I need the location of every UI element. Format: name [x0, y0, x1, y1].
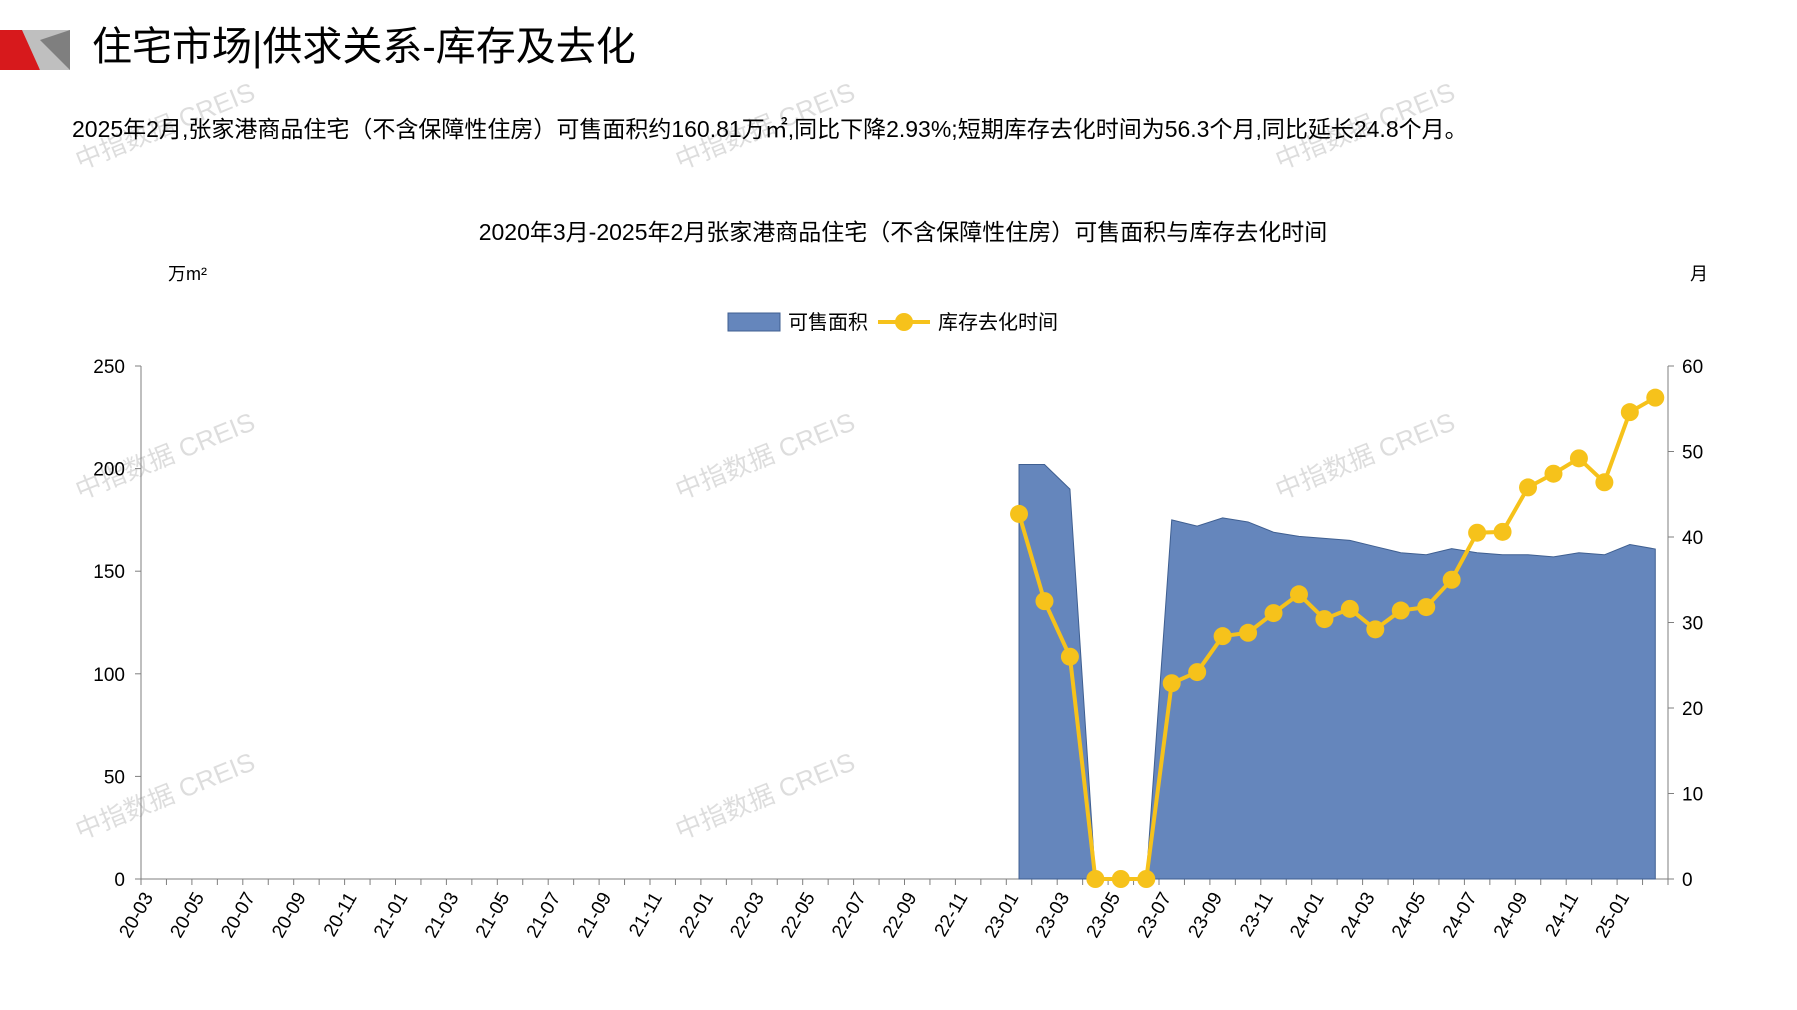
x-tick-label: 23-09 — [1184, 889, 1226, 942]
y2-tick-label: 10 — [1682, 785, 1703, 806]
chart-title: 2020年3月-2025年2月张家港商品住宅（不含保障性住房）可售面积与库存去化… — [479, 219, 1328, 245]
point — [1239, 623, 1258, 642]
page-title: 住宅市场|供求关系-库存及去化 — [92, 25, 636, 69]
y-tick-label: 200 — [93, 460, 125, 481]
x-tick-label: 22-09 — [879, 889, 921, 942]
x-tick-label: 21-03 — [421, 889, 463, 942]
summary: 2025年2月,张家港商品住宅（不含保障性住房）可售面积约160.81万㎡,同比… — [72, 116, 1468, 142]
point — [1391, 601, 1410, 620]
x-tick-label: 23-05 — [1083, 889, 1125, 942]
x-tick-label: 24-05 — [1388, 889, 1430, 942]
y2-tick-label: 40 — [1682, 528, 1703, 549]
x-tick-label: 22-01 — [675, 889, 717, 942]
point — [1035, 592, 1054, 611]
x-tick-label: 21-09 — [574, 889, 616, 942]
y-unit: 万m² — [168, 264, 207, 284]
x-tick-label: 21-01 — [370, 889, 412, 942]
y-tick-label: 100 — [93, 665, 125, 686]
y2-tick-label: 50 — [1682, 443, 1703, 464]
x-tick-label: 22-07 — [828, 889, 870, 942]
point — [1111, 870, 1130, 888]
x-tick-label: 24-09 — [1490, 889, 1532, 942]
x-tick-label: 24-11 — [1541, 889, 1583, 940]
point — [1493, 522, 1512, 541]
point — [1213, 627, 1232, 646]
x-tick-label: 24-07 — [1439, 889, 1481, 942]
area — [1018, 463, 1656, 880]
y-tick-label: 50 — [104, 767, 125, 788]
y-tick-label: 250 — [93, 357, 125, 378]
y-tick-label: 150 — [93, 562, 125, 583]
watermark: 中指数据 CREIS — [671, 406, 859, 505]
point — [1315, 610, 1334, 629]
watermark: 中指数据 CREIS — [671, 746, 859, 845]
legend-label: 库存去化时间 — [938, 311, 1058, 334]
point — [1468, 523, 1487, 542]
point — [1010, 504, 1029, 523]
legend-swatch — [895, 313, 913, 331]
y2-tick-label: 20 — [1682, 699, 1703, 720]
point — [1569, 449, 1588, 468]
x-tick-label: 20-07 — [217, 889, 259, 942]
x-tick-label: 23-03 — [1032, 889, 1074, 942]
x-tick-label: 23-07 — [1134, 889, 1176, 942]
x-tick-label: 23-11 — [1236, 889, 1278, 940]
legend-swatch — [727, 312, 781, 332]
point — [1137, 870, 1156, 888]
point — [1442, 570, 1461, 589]
point — [1620, 403, 1639, 422]
point — [1188, 663, 1207, 682]
x-tick-label: 21-05 — [472, 889, 514, 942]
point — [1162, 674, 1181, 693]
point — [1544, 464, 1563, 483]
x-tick-label: 21-11 — [625, 889, 667, 940]
point — [1595, 473, 1614, 492]
x-tick-label: 24-03 — [1337, 889, 1379, 942]
point — [1417, 598, 1436, 617]
point — [1060, 647, 1079, 666]
x-tick-label: 22-11 — [931, 889, 973, 940]
watermark: 中指数据 CREIS — [71, 746, 259, 845]
point — [1519, 478, 1538, 497]
point — [1086, 870, 1105, 888]
legend-label: 可售面积 — [788, 311, 868, 334]
x-tick-label: 22-03 — [726, 889, 768, 942]
x-tick-label: 25-01 — [1592, 889, 1634, 942]
watermark: 中指数据 CREIS — [1271, 406, 1459, 505]
x-tick-label: 20-03 — [116, 889, 158, 942]
y2-unit: 月 — [1690, 264, 1708, 284]
point — [1289, 585, 1308, 604]
x-tick-label: 21-07 — [523, 889, 565, 942]
x-tick-label: 22-05 — [777, 889, 819, 942]
point — [1264, 604, 1283, 623]
y2-tick-label: 30 — [1682, 614, 1703, 635]
x-tick-label: 20-05 — [166, 889, 208, 942]
point — [1340, 599, 1359, 618]
x-tick-label: 20-09 — [268, 889, 310, 942]
y2-tick-label: 60 — [1682, 357, 1703, 378]
x-tick-label: 20-11 — [320, 889, 362, 940]
watermark: 中指数据 CREIS — [71, 406, 259, 505]
y-tick-label: 0 — [114, 870, 125, 891]
x-tick-label: 23-01 — [981, 889, 1023, 942]
point — [1646, 388, 1665, 407]
y2-tick-label: 0 — [1682, 870, 1693, 891]
point — [1366, 620, 1385, 639]
x-tick-label: 24-01 — [1286, 889, 1328, 942]
header-icon — [40, 30, 70, 70]
